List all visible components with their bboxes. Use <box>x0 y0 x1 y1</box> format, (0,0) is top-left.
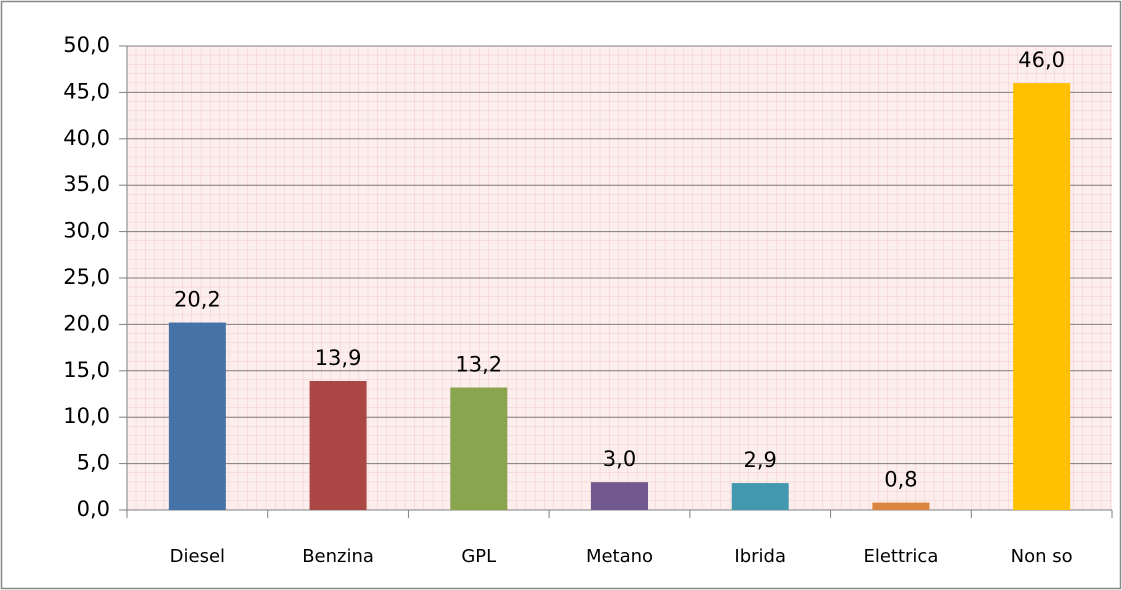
value-label: 13,9 <box>315 346 362 370</box>
x-tick-label: Diesel <box>170 546 225 567</box>
x-tick-label: Elettrica <box>863 546 938 567</box>
y-tick-label: 15,0 <box>63 358 110 382</box>
bar <box>1013 83 1071 511</box>
x-tick-label: Ibrida <box>734 546 786 567</box>
y-tick-label: 10,0 <box>63 404 110 428</box>
y-tick-label: 50,0 <box>63 33 110 57</box>
bar <box>872 502 930 510</box>
bar <box>168 322 226 510</box>
x-tick-label: GPL <box>461 546 496 567</box>
value-label: 46,0 <box>1018 48 1065 72</box>
value-label: 13,2 <box>455 353 502 377</box>
value-label: 0,8 <box>884 468 917 492</box>
x-tick-label: Benzina <box>302 546 374 567</box>
y-tick-label: 5,0 <box>77 451 110 475</box>
y-tick-label: 20,0 <box>63 311 110 335</box>
value-label: 2,9 <box>744 448 777 472</box>
y-tick-label: 45,0 <box>63 79 110 103</box>
bar <box>591 482 648 510</box>
y-tick-label: 35,0 <box>63 172 110 196</box>
value-label: 3,0 <box>603 447 636 471</box>
y-tick-label: 40,0 <box>63 126 110 150</box>
bar <box>731 483 789 510</box>
value-label: 20,2 <box>174 288 221 312</box>
bar <box>309 381 367 510</box>
bar <box>450 387 508 510</box>
y-tick-label: 0,0 <box>77 497 110 521</box>
x-tick-label: Non so <box>1011 546 1073 567</box>
x-tick-label: Metano <box>586 546 653 567</box>
y-tick-label: 25,0 <box>63 265 110 289</box>
y-tick-label: 30,0 <box>63 219 110 243</box>
